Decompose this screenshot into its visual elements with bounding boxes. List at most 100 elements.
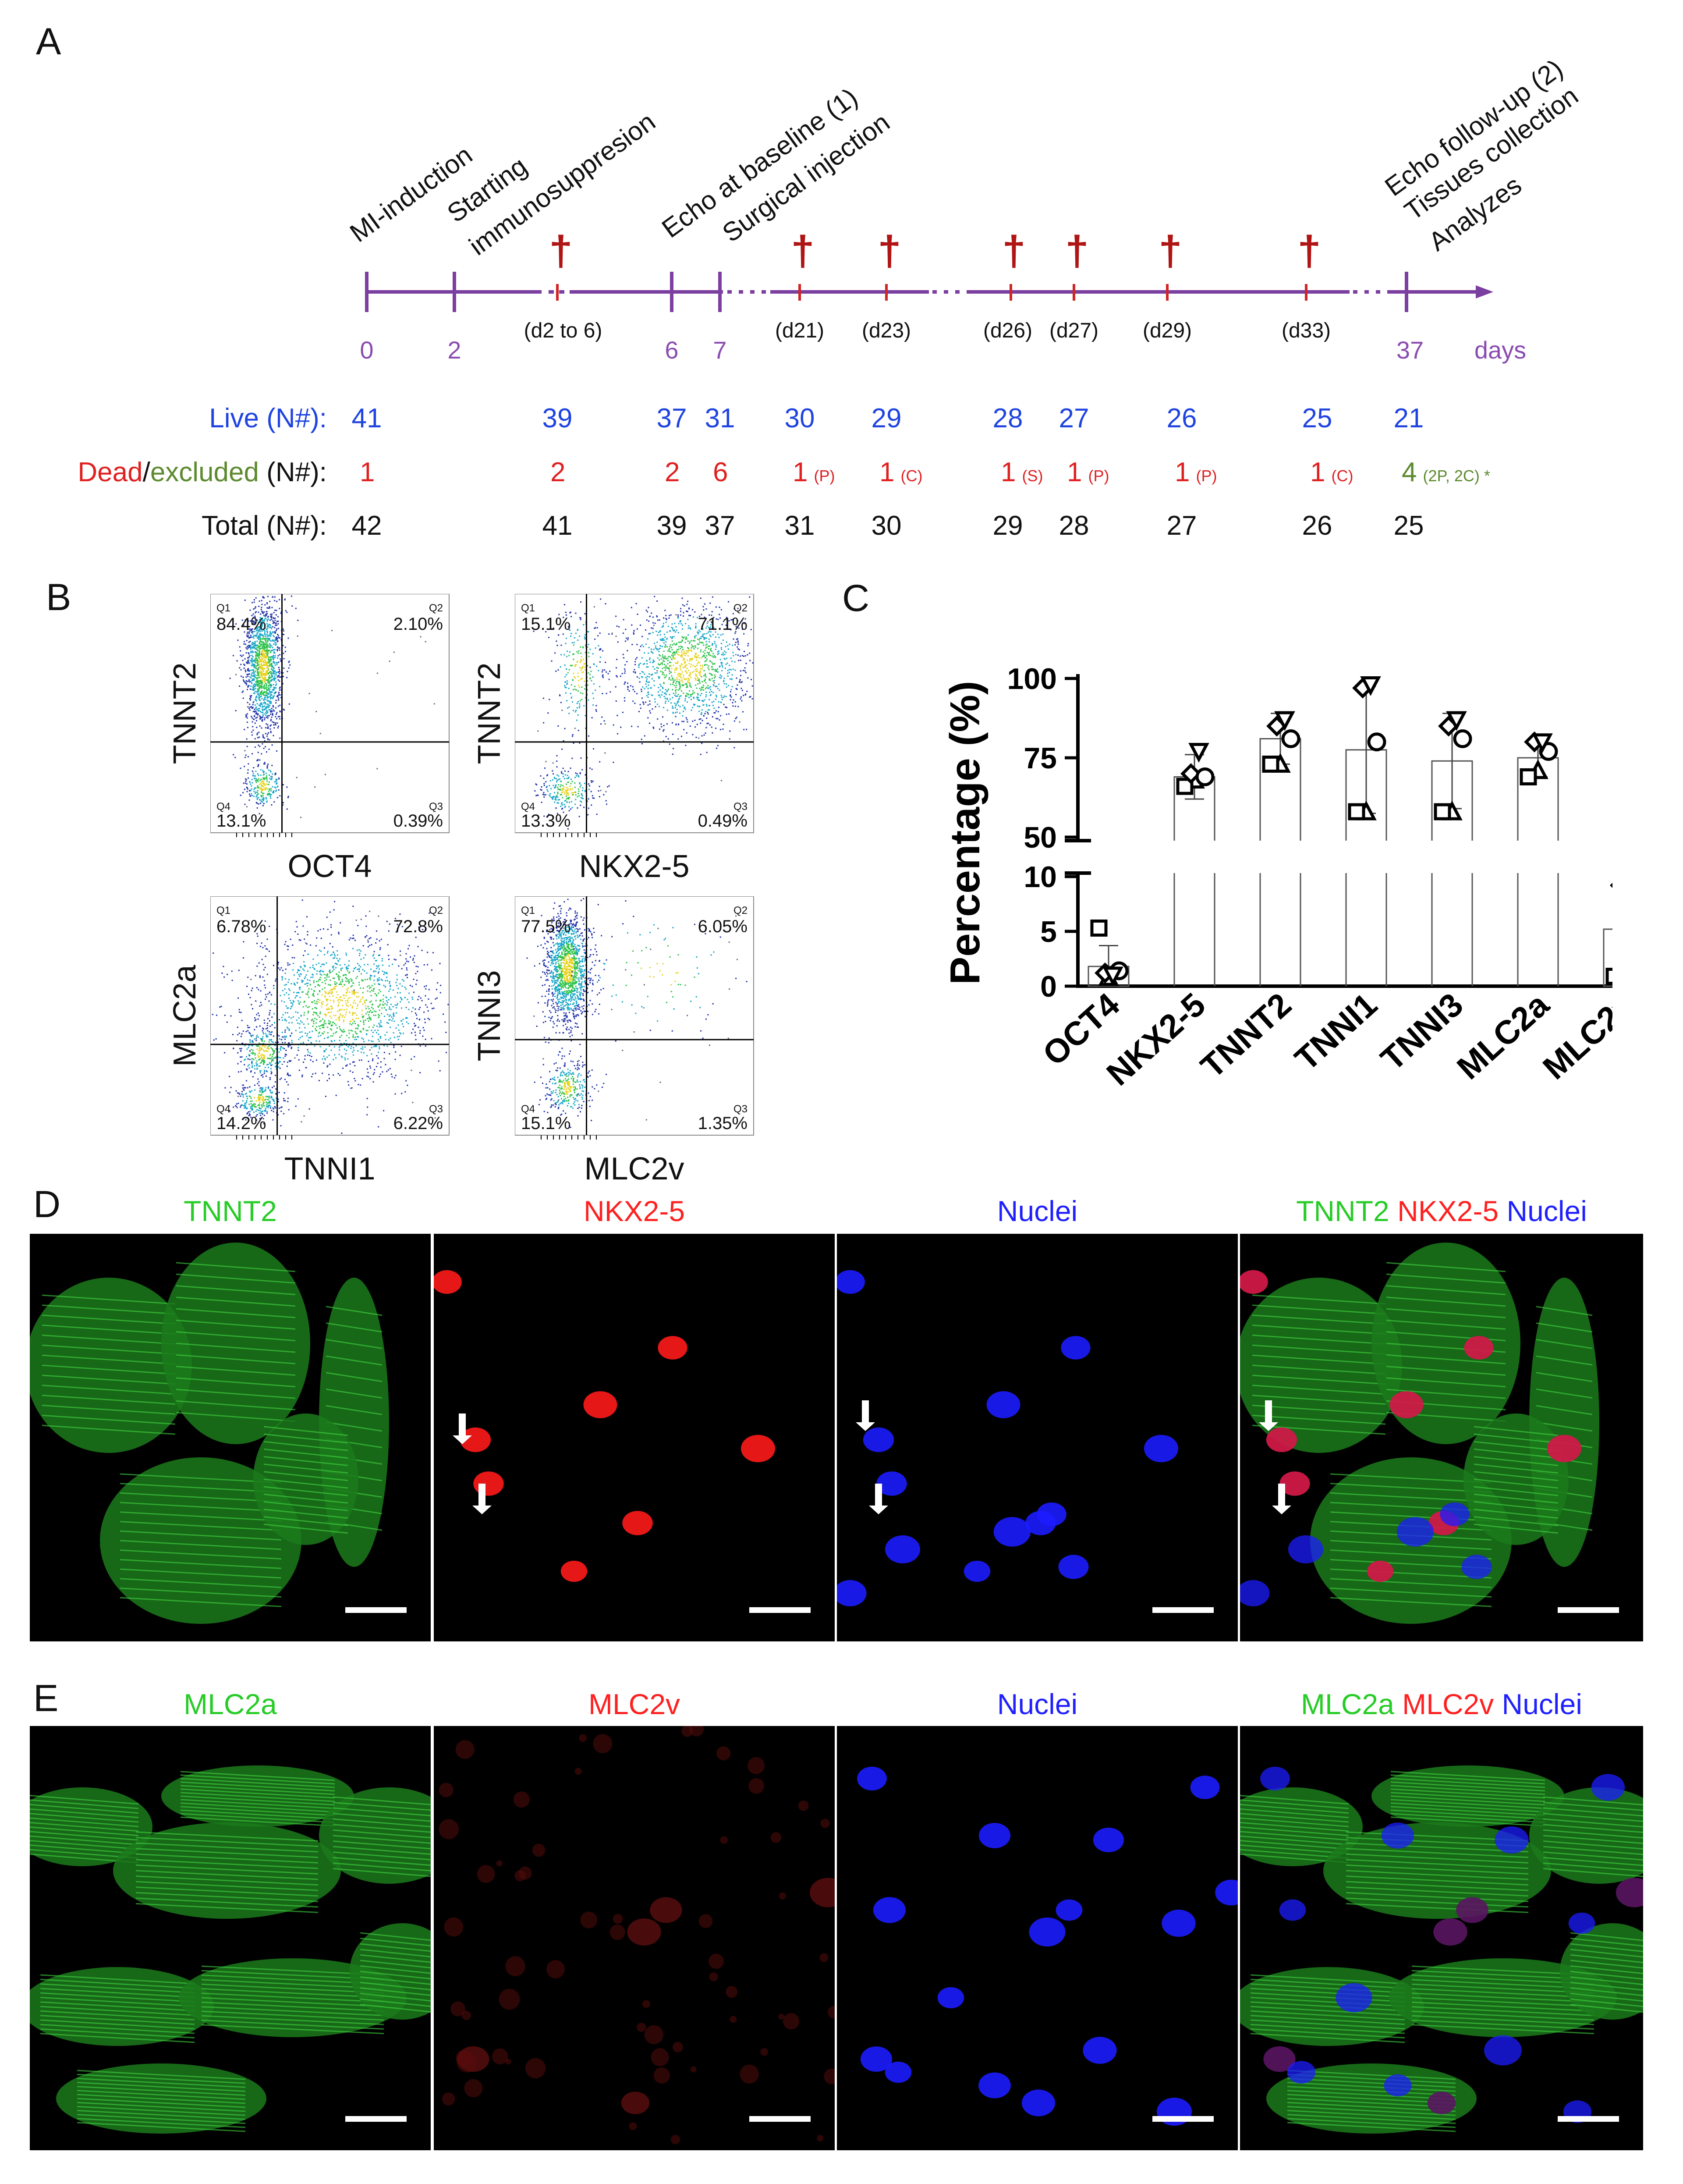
- flow-event-dot: [266, 996, 267, 998]
- flow-event-dot: [641, 644, 643, 646]
- flow-event-dot: [337, 1017, 339, 1019]
- flow-event-dot: [732, 652, 734, 653]
- flow-event-dot: [345, 1065, 347, 1067]
- flow-event-dot: [249, 630, 251, 632]
- flow-event-dot: [264, 719, 266, 721]
- flow-event-dot: [316, 1019, 318, 1020]
- flow-event-dot: [669, 665, 670, 667]
- flow-event-dot: [627, 650, 628, 652]
- flow-event-dot: [350, 1048, 352, 1049]
- flow-event-dot: [255, 643, 256, 645]
- flow-event-dot: [393, 651, 395, 653]
- flow-event-dot: [352, 1005, 353, 1007]
- flow-event-dot: [352, 1013, 354, 1015]
- flow-event-dot: [702, 633, 704, 635]
- flow-event-dot: [570, 636, 571, 637]
- flow-event-dot: [312, 994, 314, 996]
- flow-event-dot: [686, 638, 687, 640]
- flow-event-dot: [276, 662, 278, 664]
- flow-event-dot: [258, 803, 259, 805]
- flow-event-dot: [573, 642, 575, 643]
- flow-event-dot: [672, 733, 674, 735]
- flow-event-dot: [257, 628, 259, 629]
- flow-event-dot: [652, 708, 653, 710]
- flow-event-dot: [317, 1015, 319, 1016]
- flow-event-dot: [302, 1042, 304, 1044]
- flow-event-dot: [708, 654, 709, 656]
- flow-event-dot: [348, 939, 350, 941]
- flow-event-dot: [642, 671, 644, 673]
- flow-event-dot: [669, 661, 670, 663]
- flow-event-dot: [328, 1012, 330, 1013]
- flow-event-dot: [650, 687, 652, 689]
- flow-event-dot: [357, 1050, 359, 1052]
- flow-event-dot: [658, 691, 659, 693]
- flow-event-dot: [267, 679, 269, 681]
- flow-event-dot: [737, 643, 739, 645]
- flow-event-dot: [570, 801, 572, 803]
- flow-event-dot: [255, 1000, 257, 1002]
- flow-event-dot: [258, 732, 260, 733]
- flow-event-dot: [406, 960, 407, 962]
- flow-event-dot: [253, 620, 255, 622]
- flow-event-dot: [365, 954, 366, 956]
- flow-event-dot: [687, 650, 689, 652]
- flow-event-dot: [244, 681, 246, 683]
- flow-event-dot: [546, 786, 547, 788]
- flow-event-dot: [749, 652, 751, 654]
- flow-event-dot: [696, 664, 698, 666]
- flow-event-dot: [423, 1030, 425, 1031]
- flow-event-dot: [250, 674, 252, 675]
- flow-event-dot: [244, 658, 246, 660]
- flow-event-dot: [399, 913, 401, 915]
- flow-event-dot: [253, 622, 255, 624]
- flow-event-dot: [717, 633, 719, 635]
- flow-event-dot: [341, 1035, 343, 1036]
- flow-event-dot: [675, 626, 677, 628]
- flow-event-dot: [262, 800, 264, 801]
- flow-event-dot: [265, 955, 266, 957]
- flow-event-dot: [403, 1033, 404, 1034]
- flow-event-dot: [411, 1032, 412, 1034]
- flow-event-dot: [701, 636, 702, 637]
- flow-event-dot: [569, 797, 570, 799]
- flow-event-dot: [267, 628, 269, 629]
- live-row-label: Live (N#):: [209, 403, 327, 433]
- flow-event-dot: [277, 620, 279, 622]
- flow-event-dot: [262, 770, 264, 771]
- flow-event-dot: [298, 969, 299, 971]
- flow-event-dot: [313, 982, 315, 984]
- flow-event-dot: [592, 780, 594, 782]
- flow-event-dot: [273, 689, 275, 691]
- flow-event-dot: [692, 690, 694, 692]
- flow-event-dot: [264, 695, 266, 696]
- flow-event-dot: [266, 679, 267, 681]
- flow-event-dot: [258, 682, 259, 684]
- flow-event-dot: [263, 763, 265, 765]
- flow-event-dot: [259, 1005, 261, 1007]
- flow-event-dot: [284, 978, 286, 980]
- flow-event-dot: [702, 720, 703, 721]
- flow-event-dot: [269, 789, 270, 791]
- flow-event-dot: [376, 995, 377, 997]
- quadrant-percentage: 15.1%: [521, 614, 570, 634]
- flow-event-dot: [377, 978, 379, 980]
- flow-event-dot: [276, 630, 277, 631]
- flow-event-dot: [561, 788, 563, 789]
- flow-event-dot: [723, 678, 725, 679]
- flow-event-dot: [333, 988, 335, 990]
- flow-event-dot: [265, 715, 267, 717]
- flow-event-dot: [690, 614, 691, 616]
- flow-event-dot: [330, 955, 332, 956]
- flow-event-dot: [656, 615, 658, 617]
- flow-event-dot: [266, 647, 268, 649]
- flow-event-dot: [383, 1052, 385, 1053]
- flow-event-dot: [558, 802, 559, 804]
- flow-event-dot: [425, 1038, 426, 1040]
- flow-event-dot: [257, 786, 259, 788]
- flow-event-dot: [349, 1012, 351, 1013]
- flow-event-dot: [271, 716, 273, 718]
- flow-event-dot: [561, 772, 563, 774]
- flow-event-dot: [278, 789, 280, 791]
